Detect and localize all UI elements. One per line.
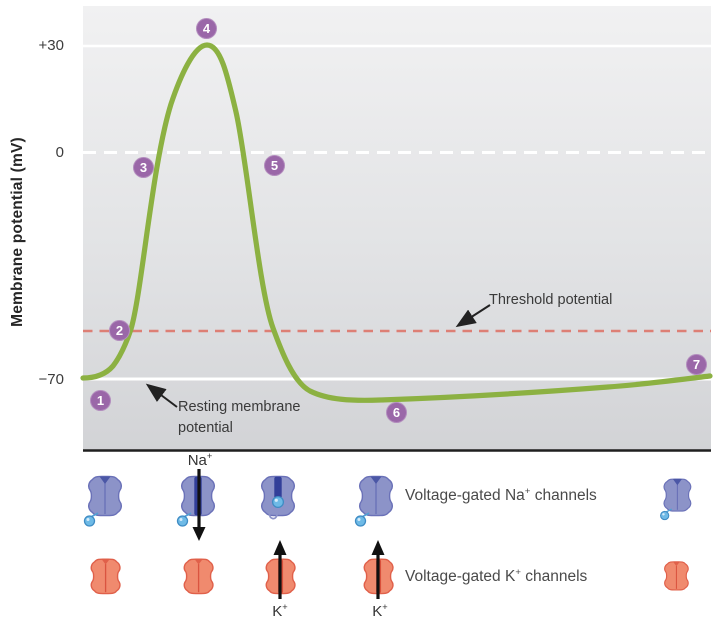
- plot-area: [83, 6, 711, 450]
- na-ion-label: Na+: [187, 451, 213, 469]
- y-tick-zero: 0: [55, 144, 64, 161]
- k-ion-label-1: K+: [272, 602, 288, 620]
- step-marker-2: 2: [109, 320, 130, 341]
- na-channel-inactivated-3: [262, 476, 295, 518]
- y-axis-title: Membrane potential (mV): [9, 137, 26, 327]
- na-channel-closed-4: [356, 476, 393, 526]
- k-channel-closed-1: [91, 559, 120, 593]
- action-potential-curve: [80, 42, 713, 403]
- step-marker-7: 7: [686, 354, 707, 375]
- k-ion-label-2: K+: [372, 602, 388, 620]
- legend-na-label: Voltage-gated Na+ channels: [405, 486, 597, 505]
- resting-label-line2: potential: [178, 420, 233, 436]
- legend-na-channel-icon: [661, 479, 691, 520]
- step-marker-3: 3: [133, 157, 154, 178]
- step-marker-5: 5: [264, 155, 285, 176]
- legend-k-channel-icon: [665, 562, 689, 590]
- resting-arrow-icon: [145, 383, 178, 408]
- threshold-arrow-icon: [455, 304, 491, 328]
- na-influx-arrow-icon: [192, 469, 206, 541]
- na-channel-closed-1: [85, 476, 122, 526]
- resting-label-line1: Resting membrane: [178, 399, 301, 415]
- k-efflux-arrow-icon-2: [371, 540, 385, 599]
- k-channel-closed-2: [184, 559, 213, 593]
- legend-k-label: Voltage-gated K+ channels: [405, 567, 588, 586]
- k-efflux-arrow-icon-1: [273, 540, 287, 599]
- y-tick-plus30: +30: [38, 37, 64, 54]
- step-marker-6: 6: [386, 402, 407, 423]
- y-tick-minus70: −70: [38, 371, 64, 388]
- step-marker-1: 1: [90, 390, 111, 411]
- step-marker-4: 4: [196, 18, 217, 39]
- threshold-label: Threshold potential: [489, 292, 613, 308]
- na-channel-open-2: [178, 476, 215, 526]
